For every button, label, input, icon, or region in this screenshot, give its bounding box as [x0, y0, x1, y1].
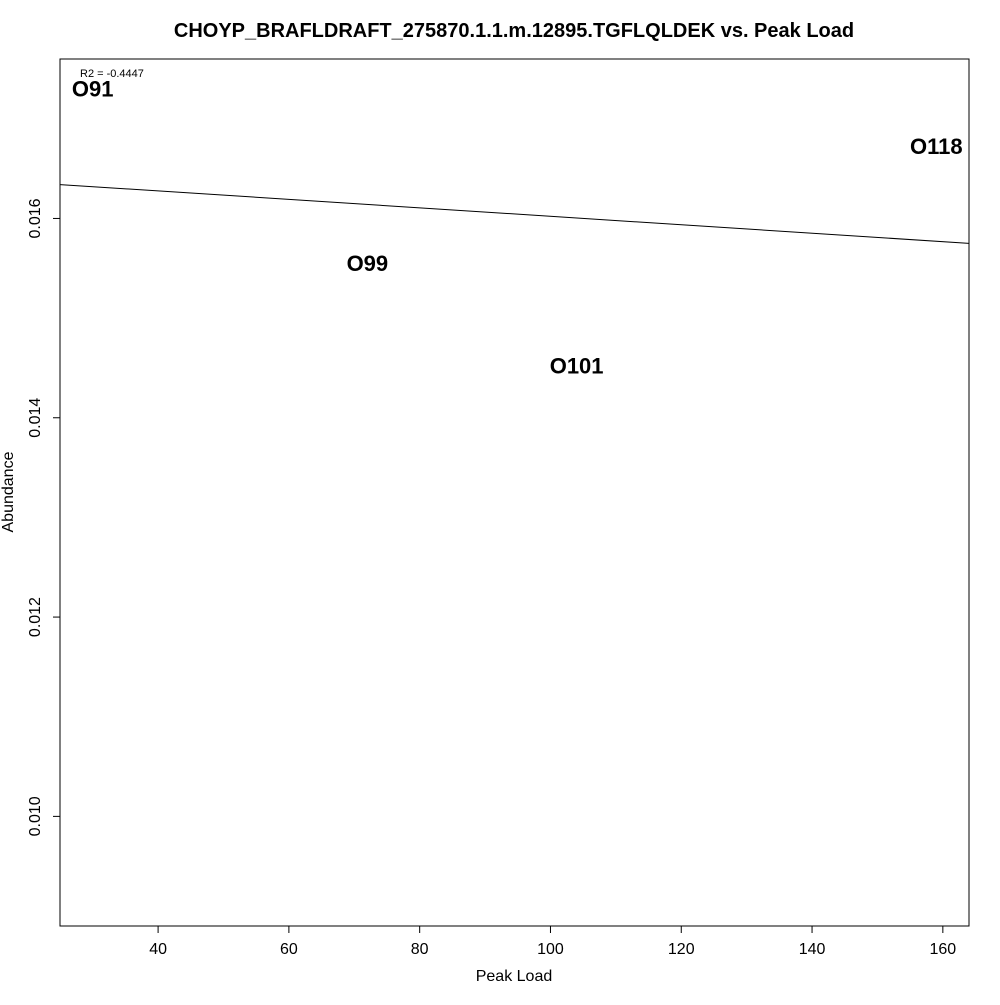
y-tick-label: 0.012 — [27, 597, 44, 637]
x-tick-label: 140 — [799, 941, 826, 958]
plot-frame — [59, 58, 970, 927]
x-tick-label: 40 — [149, 941, 167, 958]
x-tick-label: 80 — [411, 941, 429, 958]
x-tick-label: 60 — [280, 941, 298, 958]
point-label: O91 — [72, 76, 114, 101]
y-tick-label: 0.014 — [27, 398, 44, 438]
point-label: O118 — [910, 134, 963, 159]
x-tick-label: 160 — [929, 941, 956, 958]
r2-annotation: R2 = -0.4447 — [80, 68, 144, 80]
point-label: O99 — [347, 251, 389, 276]
point-label: O101 — [550, 353, 604, 378]
x-tick-label: 100 — [537, 941, 564, 958]
y-axis-label: Abundance — [0, 451, 17, 532]
y-tick-label: 0.016 — [27, 198, 44, 238]
chart-marks: 40 60 80 100 120 140 160 0.010 0.012 0.014 0.016 O9… — [27, 76, 970, 958]
chart-title: CHOYP_BRAFLDRAFT_275870.1.1.m.12895.TGFL… — [174, 20, 854, 42]
y-tick-label: 0.010 — [27, 796, 44, 836]
regression-line — [59, 184, 970, 244]
x-tick-label: 120 — [668, 941, 695, 958]
x-axis-label: Peak Load — [476, 968, 553, 985]
